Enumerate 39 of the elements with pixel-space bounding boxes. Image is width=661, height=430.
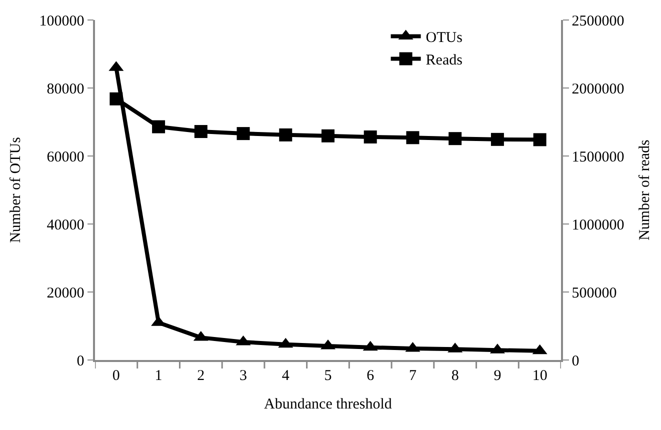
point bbox=[364, 130, 377, 144]
y-axis-title: Number of OTUs bbox=[8, 136, 24, 243]
x-axis-title: Abundance threshold bbox=[264, 396, 392, 412]
y2-tick-label: 1000000 bbox=[572, 217, 624, 234]
y2-tick-label: 500000 bbox=[572, 285, 617, 302]
point bbox=[110, 92, 123, 106]
point bbox=[406, 131, 420, 144]
x-tick-label: 9 bbox=[494, 368, 502, 384]
point bbox=[236, 127, 250, 140]
point bbox=[152, 120, 166, 134]
x-tick-label: 10 bbox=[532, 368, 548, 384]
x-tick-label: 0 bbox=[112, 368, 120, 384]
y-tick-label: 0 bbox=[76, 353, 84, 370]
y-tick-label: 20000 bbox=[46, 285, 84, 302]
y2-axis-title: Number of reads bbox=[636, 139, 653, 240]
y-tick-label: 60000 bbox=[46, 149, 84, 166]
y2-tick-label: 2500000 bbox=[572, 13, 624, 30]
x-tick-label: 5 bbox=[324, 368, 332, 384]
y2-tick-label: 0 bbox=[572, 353, 580, 370]
point bbox=[533, 133, 546, 146]
x-tick-label: 8 bbox=[451, 368, 459, 384]
x-tick-label: 2 bbox=[197, 368, 205, 384]
x-tick-label: 4 bbox=[282, 368, 290, 384]
y2-tick-label: 1500000 bbox=[572, 149, 624, 166]
legend-label: OTUs bbox=[426, 30, 463, 46]
point bbox=[490, 132, 504, 146]
y-tick-label: 100000 bbox=[39, 13, 84, 30]
y-tick-label: 40000 bbox=[46, 217, 84, 234]
point bbox=[279, 128, 292, 142]
x-tick-label: 1 bbox=[154, 368, 162, 384]
x-tick-label: 6 bbox=[366, 368, 375, 384]
y-tick-label: 80000 bbox=[46, 81, 84, 98]
y2-tick-label: 2000000 bbox=[572, 81, 624, 98]
x-tick-label: 3 bbox=[240, 368, 248, 384]
point bbox=[194, 125, 208, 138]
legend-label: Reads bbox=[426, 52, 463, 69]
point bbox=[448, 132, 462, 146]
x-tick-label: 7 bbox=[408, 368, 417, 384]
point bbox=[322, 129, 334, 142]
